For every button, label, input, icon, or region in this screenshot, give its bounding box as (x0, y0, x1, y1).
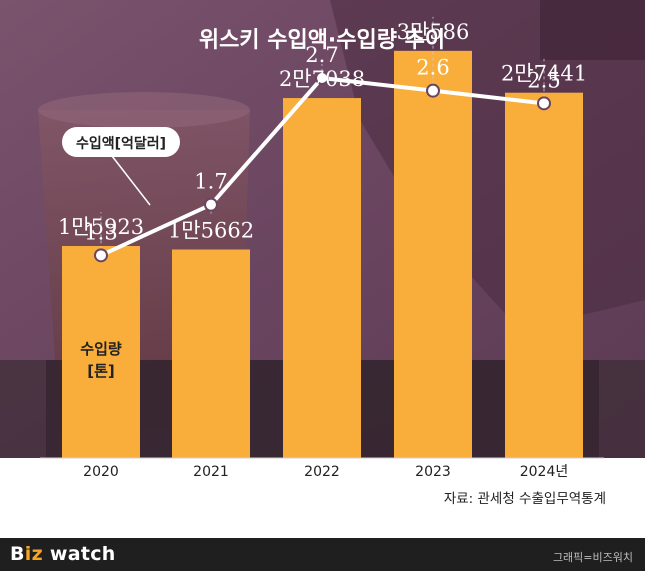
bar-2021 (172, 249, 250, 458)
line-point (204, 197, 218, 212)
bar-value-label: 2만7038 (279, 67, 365, 91)
line-legend-label: 수입액[억달러] (76, 135, 166, 152)
line-value-labels: 1.3 1.7 2.7 2.6 2.5 (84, 43, 560, 244)
footer: Biz watch 그래픽=비즈워치 (0, 538, 645, 571)
x-tick-label: 2023 (415, 464, 451, 480)
bar-value-label: 1만5662 (168, 218, 254, 242)
bar-value-label: 2만7441 (501, 62, 587, 86)
line-point (94, 248, 108, 263)
bar-value-label: 3만586 (397, 20, 470, 44)
line-legend-callout: 수입액[억달러] (62, 127, 180, 206)
bizwatch-logo: Biz watch (10, 543, 116, 565)
bar-legend-label-line1: 수입량 (80, 340, 122, 358)
bar-value-label: 1만5923 (58, 215, 144, 239)
chart-base (0, 458, 645, 538)
bar-legend-label-line2: [톤] (87, 362, 115, 380)
x-tick-label: 2024년 (520, 464, 569, 480)
line-value-label: 1.7 (194, 170, 227, 194)
line-value-label: 1.3 (84, 220, 117, 244)
bar-2023 (394, 50, 472, 458)
line-points (94, 71, 551, 263)
logo-b: B (10, 543, 25, 565)
bar-2022 (283, 98, 361, 458)
bar-series (62, 50, 583, 459)
line-value-label: 2.6 (416, 56, 449, 80)
logo-iz: iz (24, 543, 43, 565)
line-point (315, 71, 329, 85)
line-point (426, 83, 440, 98)
chart: 위스키 수입액·수입량 추이 1.31.72.72.62.5 1만5923 1만5… (40, 16, 606, 507)
x-axis-labels: 2020 2021 2022 2023 2024년 (83, 464, 568, 480)
source-note: 자료: 관세청 수출입무역통계 (444, 491, 606, 507)
x-tick-label: 2021 (193, 464, 229, 480)
bar-value-labels: 1만5923 1만5662 2만7038 3만586 2만7441 (58, 20, 587, 243)
line-value-label: 2.7 (305, 43, 338, 67)
bar-2024년 (505, 92, 583, 459)
x-tick-label: 2020 (83, 464, 119, 480)
x-tick-label: 2022 (304, 464, 340, 480)
logo-watch: watch (42, 543, 116, 565)
graphic-credit: 그래픽=비즈워치 (552, 551, 633, 564)
bar-2020 (62, 246, 140, 458)
line-value-label: 2.5 (527, 68, 560, 92)
chart-title: 위스키 수입액·수입량 추이 (199, 28, 445, 53)
line-point (537, 96, 551, 111)
